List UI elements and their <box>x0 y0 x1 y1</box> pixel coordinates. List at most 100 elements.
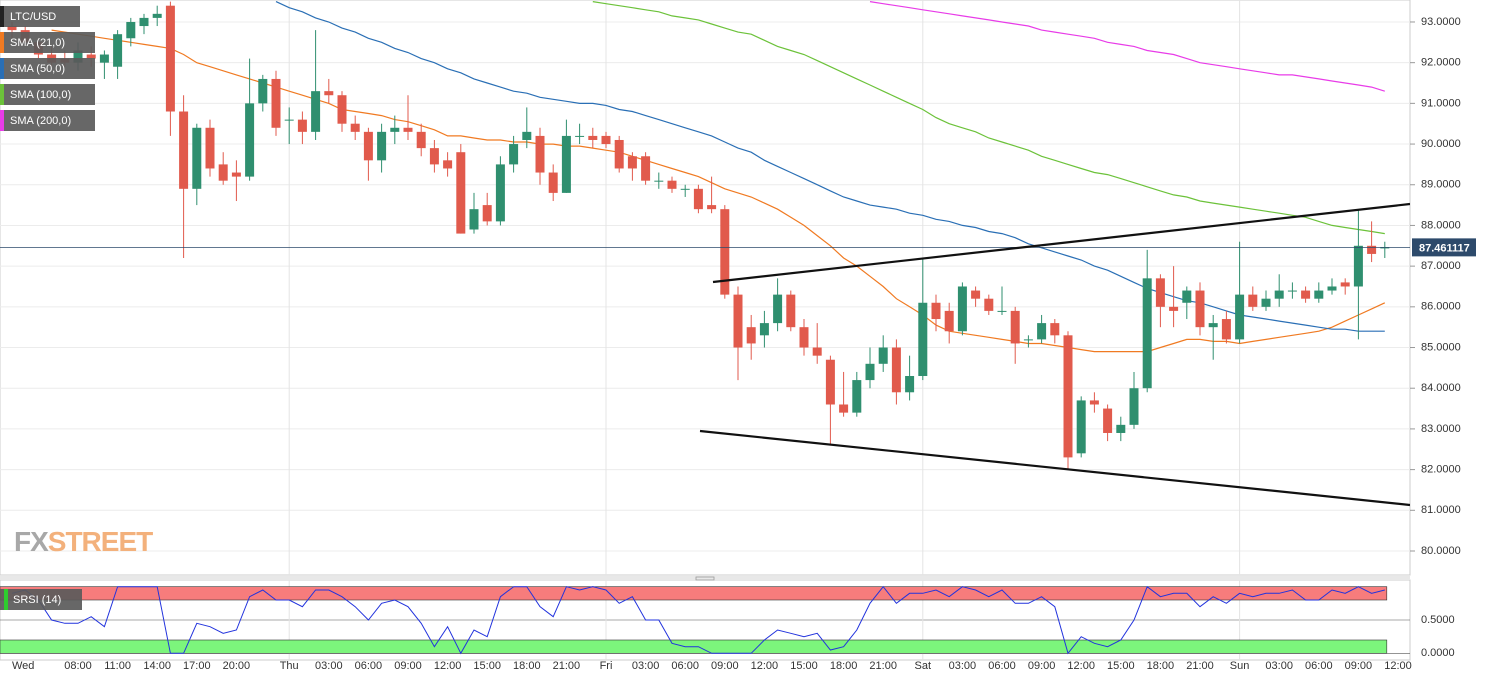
lower-trendline <box>699 429 1410 507</box>
x-tick-label: 12:00 <box>1067 660 1095 672</box>
x-tick-label: Sun <box>1230 660 1250 672</box>
candle-body <box>165 5 175 112</box>
candle-body <box>390 127 400 132</box>
candle-body <box>1076 400 1086 454</box>
candle-body <box>1195 290 1205 328</box>
candle-body <box>601 135 611 145</box>
legend-swatch <box>0 110 4 131</box>
candle-body <box>746 327 756 344</box>
legend-box[interactable] <box>0 84 95 105</box>
candle-body <box>456 152 466 234</box>
y-tick-label: 85.0000 <box>1421 341 1461 353</box>
x-tick-label: 08:00 <box>64 660 92 672</box>
legend-label[interactable]: SMA (200,0) <box>10 115 71 127</box>
legend-label[interactable]: SMA (50,0) <box>10 63 65 75</box>
legend-swatch <box>0 58 4 79</box>
candle-body <box>654 180 664 182</box>
candle-body <box>693 188 703 210</box>
candle-body <box>1023 339 1033 341</box>
candle-body <box>1089 400 1099 405</box>
pane-divider[interactable] <box>0 576 1410 580</box>
candle-body <box>73 50 83 63</box>
candle-body <box>284 119 294 121</box>
candle-body <box>1155 278 1165 307</box>
x-tick-label: 09:00 <box>394 660 422 672</box>
legend-box[interactable] <box>0 32 95 53</box>
legend-label[interactable]: SMA (100,0) <box>10 89 71 101</box>
candle-body <box>113 34 123 67</box>
rsi-tick-label: 0.0000 <box>1421 647 1455 659</box>
legend-label[interactable]: SMA (21,0) <box>10 37 65 49</box>
axes: 80.0000 81.0000 82.0000 83.0000 84.0000 85.00… <box>12 16 1476 672</box>
x-tick-label: 03:00 <box>632 660 660 672</box>
candle-body <box>443 160 453 169</box>
x-tick-label: 15:00 <box>1107 660 1135 672</box>
candle-body <box>825 359 835 405</box>
watermark: FXSTREET <box>14 526 154 557</box>
candle-body <box>258 78 268 104</box>
candle-body <box>311 91 321 132</box>
rsi-band <box>0 586 1388 601</box>
candle-body <box>245 103 255 177</box>
rsi-legend-swatch <box>4 589 8 610</box>
candle-body <box>1367 245 1377 254</box>
upper-trendline <box>712 202 1410 284</box>
candle-body <box>561 135 571 193</box>
x-tick-label: 12:00 <box>1384 660 1412 672</box>
legend-label[interactable]: LTC/USD <box>10 11 56 23</box>
candle-body <box>179 111 189 189</box>
y-tick-label: 93.0000 <box>1421 16 1461 28</box>
x-tick-label: 06:00 <box>1305 660 1333 672</box>
candle-body <box>588 135 598 140</box>
candle-body <box>1248 294 1258 307</box>
legend-box[interactable] <box>0 58 95 79</box>
x-tick-label: 15:00 <box>790 660 818 672</box>
x-tick-label: 18:00 <box>513 660 541 672</box>
y-tick-label: 90.0000 <box>1421 138 1461 150</box>
rsi-legend-label[interactable]: SRSI (14) <box>13 594 61 606</box>
x-tick-label: 21:00 <box>869 660 897 672</box>
last-price-label: 87.461117 <box>1419 242 1470 254</box>
candle-body <box>1274 290 1284 299</box>
candle-body <box>1182 290 1192 303</box>
legend-box[interactable] <box>0 110 95 131</box>
candle-body <box>839 404 849 413</box>
candle-body <box>720 209 730 295</box>
main-pane <box>0 0 1411 576</box>
legend-box[interactable] <box>0 6 80 27</box>
x-tick-label: 17:00 <box>183 660 211 672</box>
candle-body <box>786 294 796 328</box>
candle-body <box>403 127 413 132</box>
x-tick-label: 03:00 <box>949 660 977 672</box>
legend-swatch <box>0 6 4 27</box>
candle-body <box>1340 282 1350 287</box>
candle-body <box>905 376 915 393</box>
candle-body <box>429 148 439 165</box>
y-tick-label: 84.0000 <box>1421 382 1461 394</box>
watermark-street: STREET <box>48 526 153 557</box>
x-tick-label: 06:00 <box>988 660 1016 672</box>
watermark-text: FXSTREET <box>14 526 153 557</box>
candle-body <box>680 188 690 190</box>
candle-body <box>971 290 981 299</box>
candle-body <box>759 323 769 336</box>
candle-body <box>984 298 994 311</box>
rsi-legend-box[interactable] <box>0 589 82 610</box>
candle-body <box>337 95 347 124</box>
candle-body <box>126 21 136 39</box>
candle-body <box>1301 290 1311 299</box>
y-tick-label: 89.0000 <box>1421 179 1461 191</box>
candle-body <box>1235 294 1245 340</box>
candle-body <box>297 119 307 132</box>
y-tick-label: 88.0000 <box>1421 219 1461 231</box>
candle-body <box>363 131 373 161</box>
divider-handle[interactable] <box>695 576 715 581</box>
candle-body <box>1261 298 1271 307</box>
x-tick-label: 12:00 <box>751 660 779 672</box>
candle-body <box>152 13 162 18</box>
y-tick-label: 86.0000 <box>1421 301 1461 313</box>
candle-body <box>1314 290 1324 299</box>
candle-body <box>535 135 545 173</box>
candle-body <box>350 123 360 132</box>
candle-body <box>799 327 809 348</box>
